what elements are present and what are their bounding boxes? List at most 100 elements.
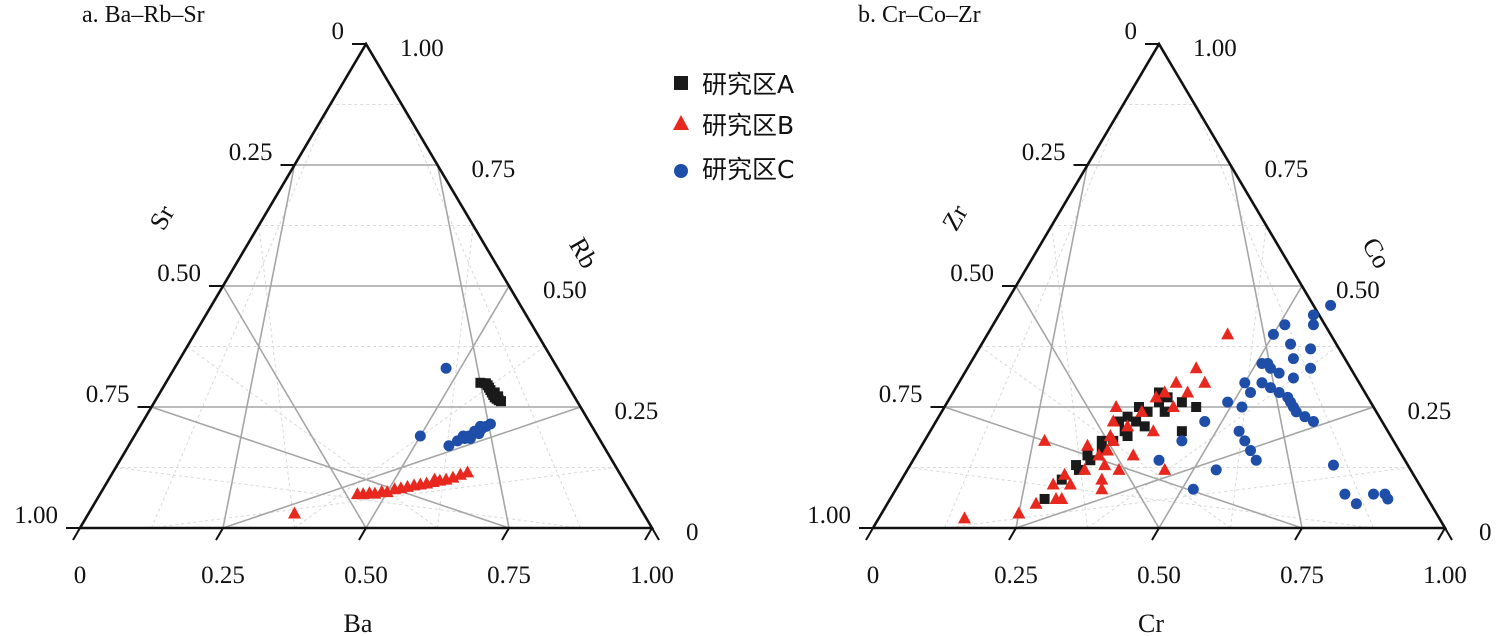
data-point-series-c [1210,464,1222,476]
data-point-series-c [1187,483,1199,495]
ternary-panel-b: b. Cr–Co–Zr 0 0.25 0.50 0.75 1.00 0 0.25 0.50 0.… [807,2,1491,636]
legend-label-c: 研究区C [702,155,794,184]
right-axis-title: Rb [563,233,603,274]
right-tick-label: 0.25 [615,398,659,425]
right-tick-label: 0 [686,519,699,546]
data-point-series-a [1133,402,1144,412]
right-tick-mark [651,527,660,541]
data-point-series-b [1063,477,1077,490]
data-point-series-c [440,362,452,374]
left-tick-label: 0.25 [229,139,273,166]
data-point-series-b [958,511,972,524]
left-tick-label: 0.75 [86,381,130,408]
data-point-series-c [484,418,496,430]
data-point-series-a [1139,421,1150,432]
data-point-series-a [1191,402,1202,412]
data-point-series-a [1142,406,1153,417]
bottom-tick-label: 0 [867,562,880,589]
major-gridline [222,285,367,529]
right-tick-label: 0.50 [543,277,587,304]
bottom-tick-mark [1151,527,1160,541]
bottom-tick-mark [358,527,367,541]
data-point-series-a [1039,493,1050,504]
bottom-tick-mark [215,527,224,541]
data-point-series-c [1287,353,1299,365]
data-point-series-c [1285,338,1297,350]
data-point-series-c [414,430,426,442]
left-axis-title: Sr [144,200,181,235]
data-point-series-c [1307,319,1319,331]
data-point-series-b [1038,433,1052,446]
legend-marker-b [673,115,689,130]
data-point-series-c [1236,401,1248,413]
bottom-tick-mark [1008,527,1017,541]
data-point-series-c [1290,406,1302,418]
bottom-tick-mark [501,527,510,541]
data-point-series-b [1149,390,1163,403]
legend: 研究区A 研究区B 研究区C [673,70,794,184]
data-point-series-c [443,440,455,452]
bottom-tick-mark [644,527,653,541]
data-point-series-b [1109,400,1123,412]
data-point-series-a [489,387,500,398]
right-tick-mark [1372,406,1382,420]
panel-a-title: a. Ba–Rb–Sr [82,2,205,28]
data-point-series-b [1181,385,1195,398]
data-point-series-b [1135,404,1149,417]
legend-label-b: 研究区B [702,111,794,140]
bottom-tick-label: 0.75 [487,562,531,589]
data-point-series-b [1029,496,1043,509]
data-point-series-c [1382,493,1394,505]
data-point-series-c [1239,435,1251,447]
data-point-series-a [1122,431,1133,442]
data-point-series-b [1146,424,1160,437]
data-point-series-c [1339,488,1351,500]
right-axis-title: Co [1356,233,1396,274]
data-point-series-b [1055,491,1069,504]
data-point-series-c [1325,299,1337,311]
data-point-series-b [1198,375,1212,388]
bottom-axis-title: Cr [1138,609,1164,636]
right-tick-mark [1301,285,1310,299]
data-point-series-c [1279,319,1291,331]
data-point-series-c [1368,488,1379,500]
data-point-series-c [1265,382,1277,394]
bottom-tick-mark [1294,527,1303,541]
left-tick-label: 0.75 [879,381,923,408]
right-tick-mark [579,406,589,420]
data-point-series-b [1103,429,1117,442]
data-point-series-c [1305,362,1317,374]
right-tick-mark [436,164,446,178]
data-point-series-c [1176,435,1188,447]
data-point-series-c [1153,454,1165,466]
data-point-series-b [1081,438,1094,451]
data-point-series-b [1221,327,1235,340]
right-tick-label: 1.00 [1193,35,1237,62]
major-gridline [1015,285,1160,529]
left-tick-label: 1.00 [807,502,851,529]
data-point-series-b [1095,482,1109,495]
legend-marker-a [674,76,688,90]
data-point-series-c [1256,357,1268,369]
data-point-series-c [1273,367,1285,379]
bottom-tick-label: 0.25 [994,562,1038,589]
major-gridline [151,406,510,529]
data-point-series-b [1112,462,1126,475]
data-point-series-c [1245,386,1257,398]
data-point-series-c [1305,343,1317,355]
data-point-series-a [1176,426,1187,437]
bottom-tick-mark [72,527,81,541]
data-point-series-c [457,430,469,442]
data-point-series-b [1101,443,1115,456]
data-point-series-c [1267,328,1279,340]
data-point-series-b [1169,375,1183,388]
data-point-series-c [1256,377,1268,389]
left-tick-label: 0.25 [1022,139,1066,166]
bottom-tick-mark [1437,527,1446,541]
legend-label-a: 研究区A [702,70,794,99]
bottom-tick-mark [865,527,874,541]
bottom-tick-label: 1.00 [630,562,674,589]
bottom-tick-label: 0.50 [1137,562,1181,589]
data-point-series-b [1121,419,1135,432]
data-point-series-c [1250,454,1262,466]
